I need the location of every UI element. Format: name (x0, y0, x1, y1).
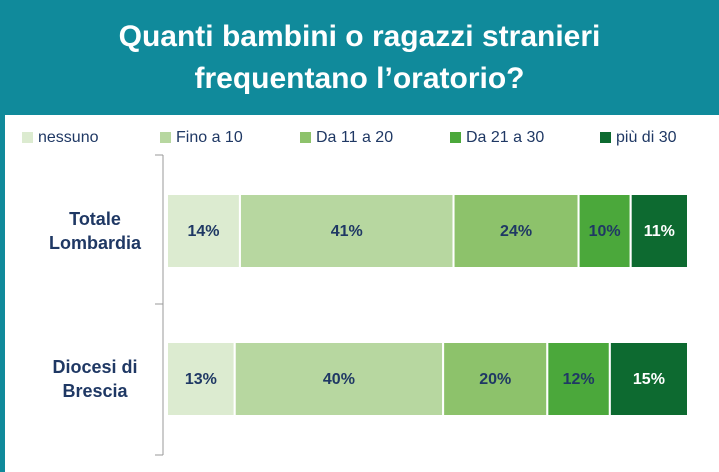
chart-title: Quanti bambini o ragazzi stranieri frequ… (118, 19, 601, 95)
legend-label: più di 30 (616, 129, 677, 146)
bar-segment (629, 193, 690, 269)
bar-segment (166, 193, 241, 269)
bar-segment (238, 193, 455, 269)
header: Quanti bambini o ragazzi stranieri frequ… (0, 0, 719, 115)
value-label: 41% (331, 223, 363, 240)
category-label: Diocesi di Brescia (52, 357, 138, 401)
legend-swatch (160, 132, 171, 143)
value-label: 13% (185, 371, 217, 388)
legend-label: Da 21 a 30 (466, 129, 544, 146)
category-label: Totale Lombardia (48, 209, 141, 253)
value-label: 24% (500, 223, 532, 240)
value-label: 10% (589, 223, 621, 240)
bar-segment (608, 341, 689, 417)
legend-label: nessuno (38, 129, 99, 146)
value-label: 12% (563, 371, 595, 388)
value-label: 40% (323, 371, 355, 388)
legend-label: Da 11 a 20 (316, 129, 393, 146)
legend-swatch (22, 132, 33, 143)
legend-swatch (450, 132, 461, 143)
legend-swatch (300, 132, 311, 143)
value-label: 14% (187, 223, 219, 240)
value-label: 11% (644, 223, 675, 240)
bar-segment (166, 341, 236, 417)
bar-segment (546, 341, 611, 417)
bar-segment (233, 341, 445, 417)
value-label: 15% (633, 371, 665, 388)
legend-swatch (600, 132, 611, 143)
frame-edge (0, 115, 5, 472)
value-label: 20% (479, 371, 511, 388)
legend-label: Fino a 10 (176, 129, 243, 146)
